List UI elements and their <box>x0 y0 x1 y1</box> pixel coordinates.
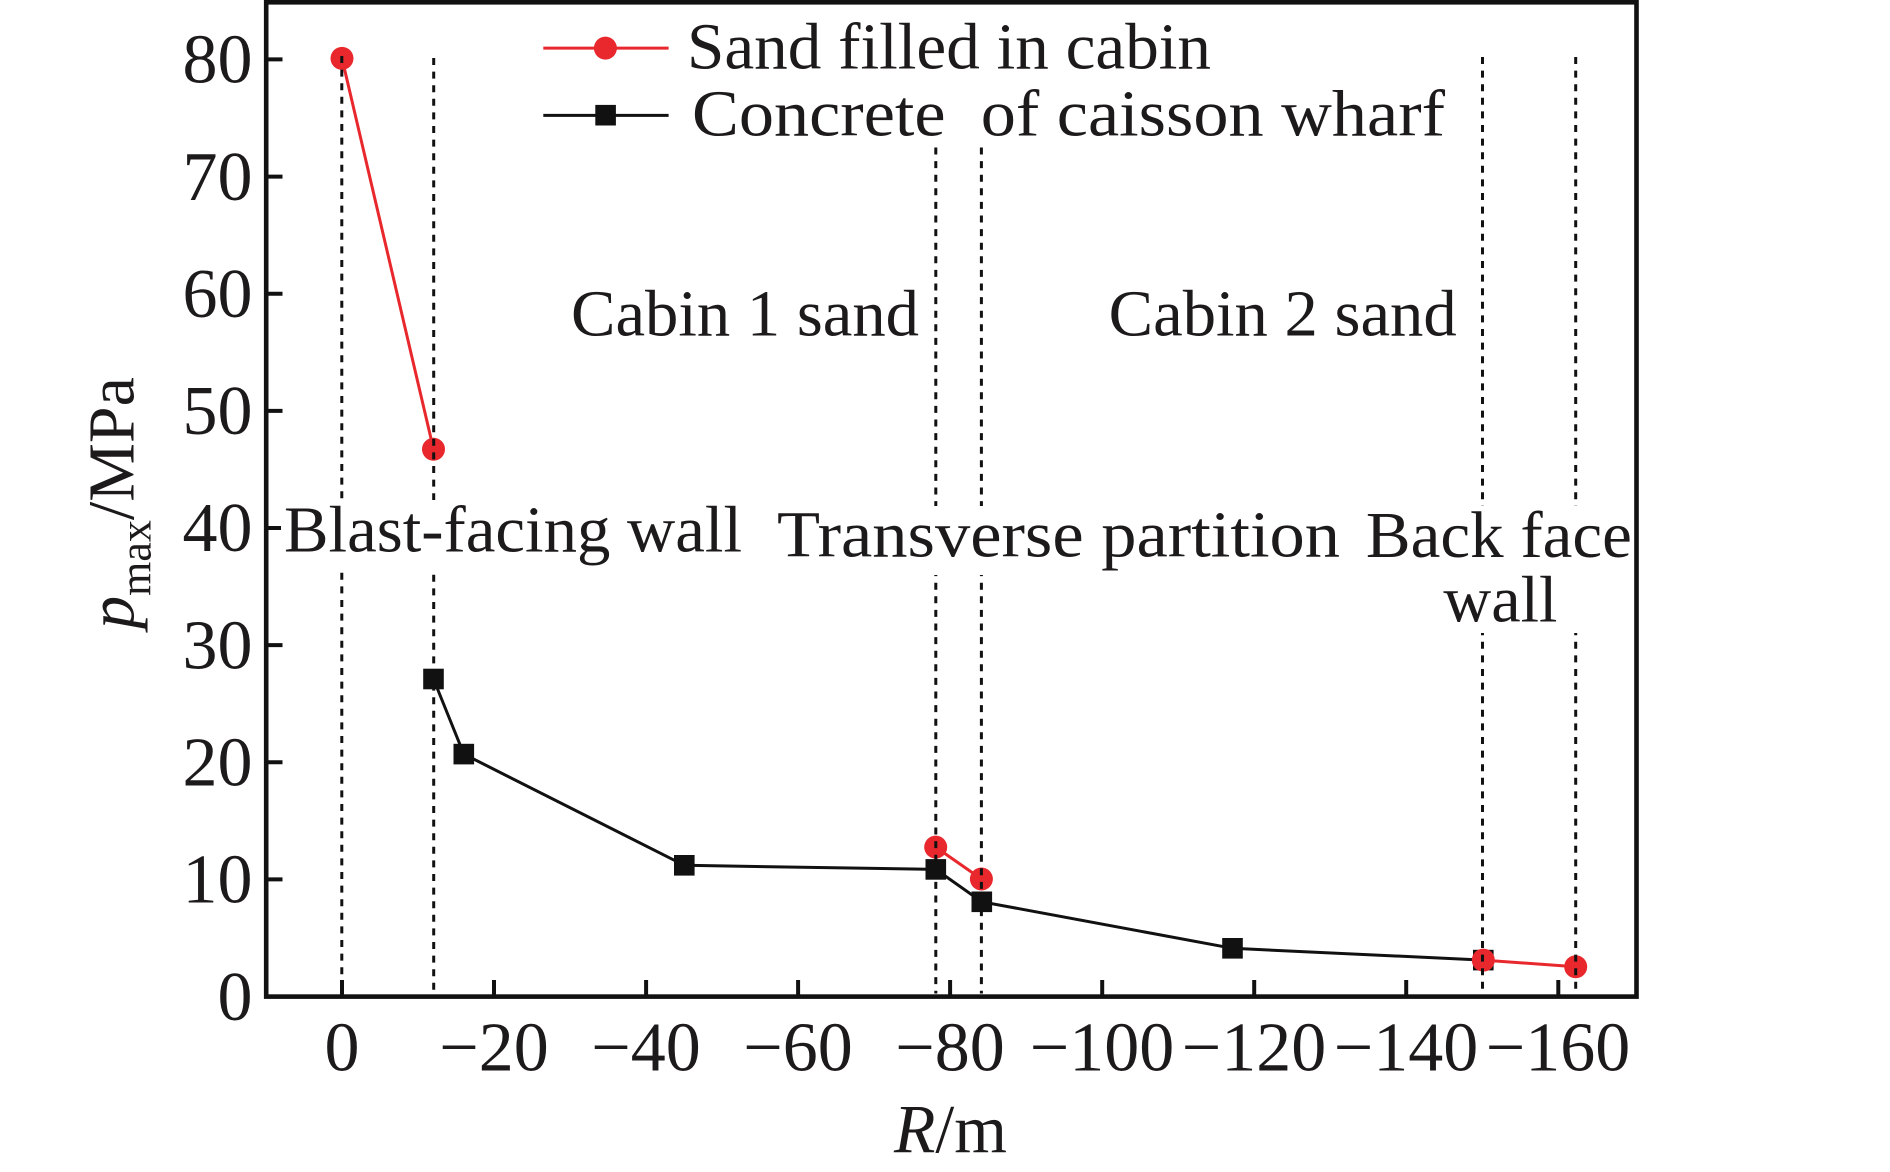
svg-text:Sand filled in cabin: Sand filled in cabin <box>687 11 1211 84</box>
svg-text:−140: −140 <box>1334 1010 1478 1087</box>
svg-text:−100: −100 <box>1030 1010 1174 1087</box>
svg-text:pmax/MPa: pmax/MPa <box>76 377 161 633</box>
svg-text:Back face: Back face <box>1366 499 1632 572</box>
svg-text:Blast-facing wall: Blast-facing wall <box>284 494 742 567</box>
svg-text:10: 10 <box>183 842 253 919</box>
svg-text:−120: −120 <box>1182 1010 1326 1087</box>
svg-text:Cabin 2 sand: Cabin 2 sand <box>1109 278 1457 351</box>
svg-text:−40: −40 <box>591 1010 700 1087</box>
svg-text:−20: −20 <box>439 1010 548 1087</box>
svg-text:0: 0 <box>325 1010 360 1087</box>
svg-text:wall: wall <box>1443 564 1557 637</box>
svg-text:Transverse partition: Transverse partition <box>777 499 1340 572</box>
svg-text:Concrete of caisson wharf: Concrete of caisson wharf <box>692 78 1445 151</box>
svg-text:0: 0 <box>218 959 253 1036</box>
svg-text:−60: −60 <box>743 1010 852 1087</box>
svg-text:−80: −80 <box>895 1010 1004 1087</box>
svg-text:50: 50 <box>183 373 253 450</box>
svg-text:70: 70 <box>183 139 253 216</box>
svg-text:−160: −160 <box>1486 1010 1630 1087</box>
svg-text:Cabin 1 sand: Cabin 1 sand <box>571 278 919 351</box>
svg-text:R/m: R/m <box>893 1092 1007 1168</box>
svg-text:20: 20 <box>183 725 253 802</box>
svg-text:80: 80 <box>183 22 253 99</box>
svg-text:60: 60 <box>183 256 253 333</box>
svg-text:40: 40 <box>183 490 253 567</box>
svg-text:30: 30 <box>183 607 253 684</box>
